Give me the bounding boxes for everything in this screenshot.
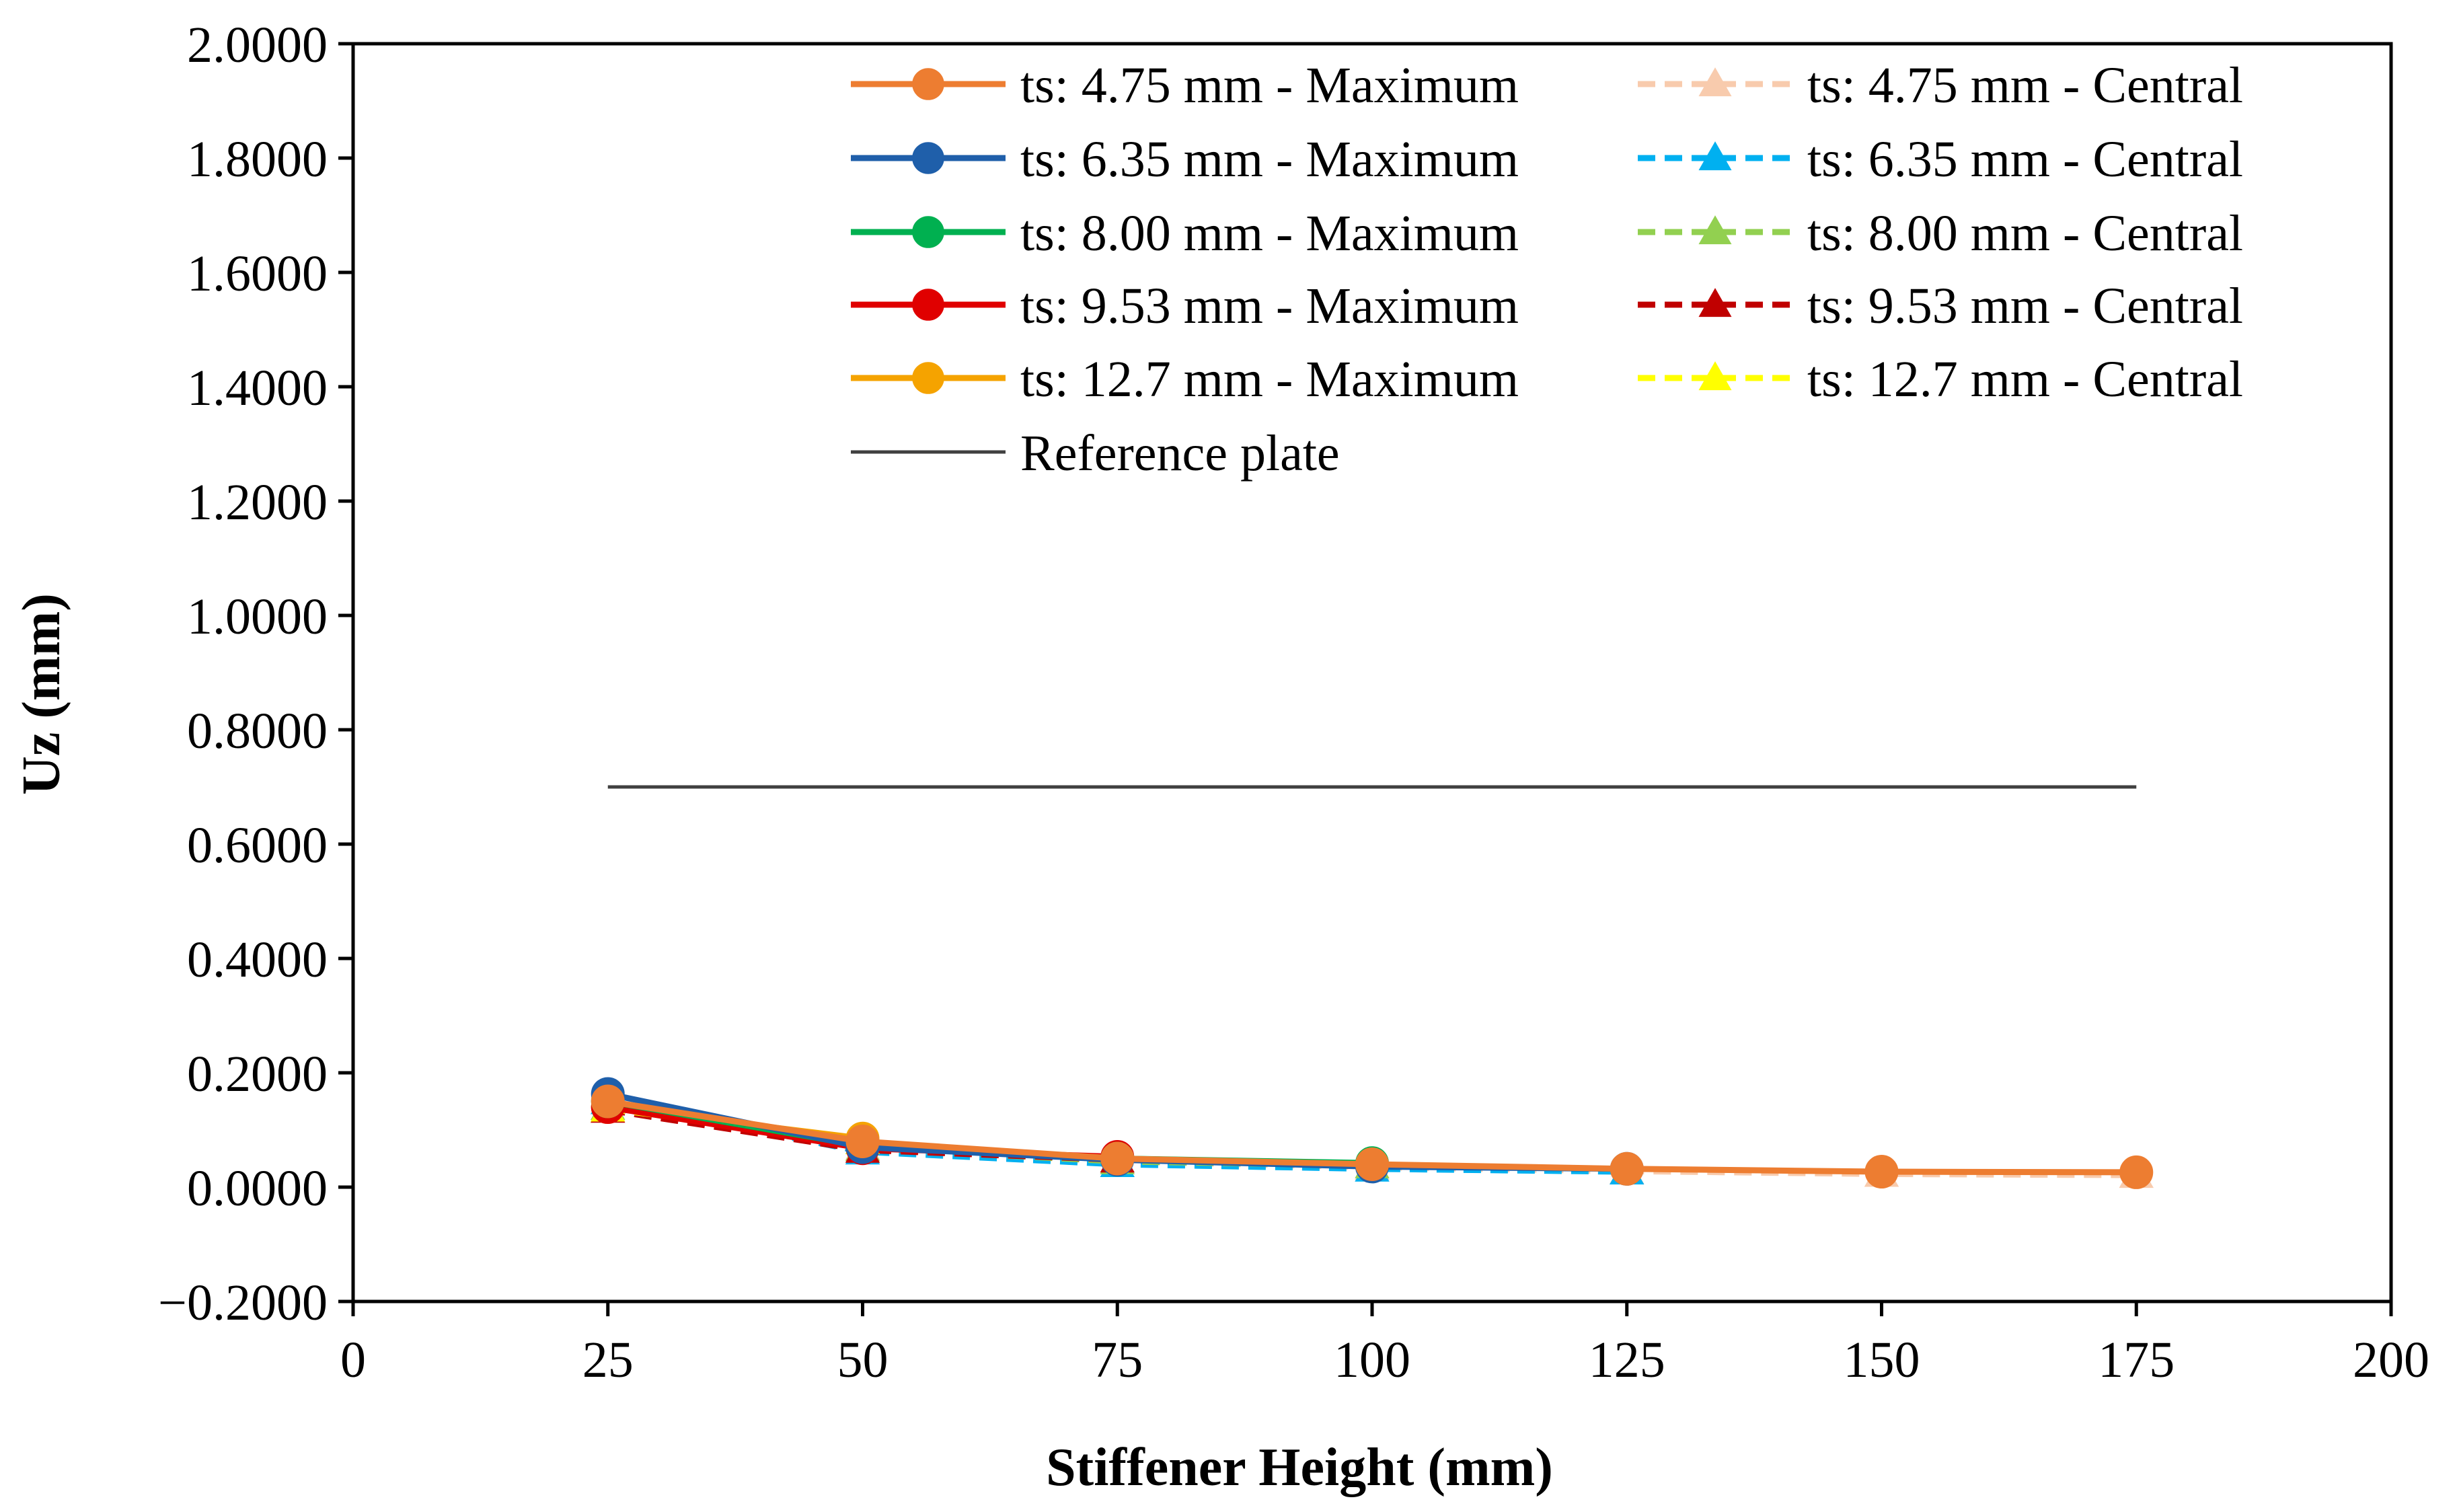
- legend-swatch-marker: [912, 68, 944, 100]
- legend-swatch-marker: [912, 289, 944, 321]
- x-tick-label: 125: [1589, 1332, 1665, 1388]
- legend-swatch-marker: [1698, 141, 1732, 171]
- legend-label: ts: 8.00 mm - Central: [1807, 205, 2243, 262]
- y-tick-label: 0.4000: [187, 932, 328, 988]
- x-tick-label: 50: [837, 1332, 889, 1388]
- y-axis-title: Uz (mm): [12, 593, 71, 795]
- legend-swatch-marker: [1698, 288, 1732, 317]
- legend: ts: 4.75 mm - Maximum ts: 4.75 mm - Centr…: [851, 57, 2243, 482]
- series-ts-4-75-mm-maximum-point: [591, 1084, 625, 1119]
- legend-swatch-marker: [1698, 361, 1732, 391]
- legend-entry-ts-6-35-mm-central: ts: 6.35 mm - Central: [1638, 131, 2243, 188]
- legend-entry-ts-8-00-mm-central: ts: 8.00 mm - Central: [1638, 205, 2243, 262]
- legend-swatch-marker: [1698, 215, 1732, 245]
- x-tick-label: 75: [1092, 1332, 1143, 1388]
- legend-label: ts: 12.7 mm - Maximum: [1020, 351, 1519, 408]
- legend-entry-ts-6-35-mm-maximum: ts: 6.35 mm - Maximum: [851, 131, 1519, 188]
- y-tick-label: 1.4000: [187, 360, 328, 416]
- series-ts-4-75-mm-maximum-point: [1610, 1151, 1644, 1186]
- legend-swatch-marker: [1698, 67, 1732, 97]
- legend-swatch-marker: [912, 142, 944, 174]
- y-tick-label: 1.0000: [187, 589, 328, 645]
- legend-swatch-marker: [912, 362, 944, 394]
- series-ts-4-75-mm-maximum-point: [1100, 1141, 1135, 1176]
- legend-entry-ts-12-7-mm-maximum: ts: 12.7 mm - Maximum: [851, 351, 1519, 408]
- legend-entry-ts-9-53-mm-maximum: ts: 9.53 mm - Maximum: [851, 278, 1519, 334]
- legend-label: ts: 4.75 mm - Central: [1807, 57, 2243, 114]
- legend-label: ts: 8.00 mm - Maximum: [1020, 205, 1519, 262]
- x-tick-label: 200: [2353, 1332, 2429, 1388]
- x-tick-label: 150: [1844, 1332, 1920, 1388]
- legend-entry-ts-9-53-mm-central: ts: 9.53 mm - Central: [1638, 278, 2243, 334]
- series-ts-4-75-mm-maximum-point: [1355, 1147, 1389, 1181]
- legend-label: ts: 6.35 mm - Maximum: [1020, 131, 1519, 188]
- legend-swatch-marker: [912, 216, 944, 248]
- legend-entry-ts-4-75-mm-central: ts: 4.75 mm - Central: [1638, 57, 2243, 114]
- y-tick-label: 2.0000: [187, 17, 328, 73]
- series-ts-4-75-mm-maximum: [591, 1084, 2154, 1189]
- x-tick-label: 175: [2098, 1332, 2175, 1388]
- legend-entry-ts-4-75-mm-maximum: ts: 4.75 mm - Maximum: [851, 57, 1519, 114]
- legend-label: Reference plate: [1020, 425, 1340, 482]
- series-ts-4-75-mm-maximum-point: [1864, 1155, 1899, 1189]
- legend-entry-reference-plate: Reference plate: [851, 425, 1340, 482]
- legend-label: ts: 12.7 mm - Central: [1807, 351, 2243, 408]
- series-ts-4-75-mm-maximum-point: [2119, 1155, 2154, 1189]
- legend-label: ts: 6.35 mm - Central: [1807, 131, 2243, 188]
- x-tick-label: 0: [340, 1332, 366, 1388]
- y-tick-label: 0.6000: [187, 817, 328, 874]
- y-tick-label: 1.8000: [187, 131, 328, 188]
- legend-label: ts: 4.75 mm - Maximum: [1020, 57, 1519, 114]
- y-tick-label: 0.2000: [187, 1046, 328, 1102]
- x-axis-title: Stiffener Height (mm): [1046, 1438, 1553, 1497]
- axes: −0.2000 0.0000 0.2000 0.4000 0.6000 0.8000 1.0…: [158, 17, 2429, 1388]
- legend-label: ts: 9.53 mm - Maximum: [1020, 278, 1519, 334]
- legend-entry-ts-8-00-mm-maximum: ts: 8.00 mm - Maximum: [851, 205, 1519, 262]
- x-tick-label: 25: [582, 1332, 634, 1388]
- y-tick-label: −0.2000: [158, 1275, 328, 1331]
- series-ts-4-75-mm-maximum-point: [845, 1125, 880, 1158]
- legend-entry-ts-12-7-mm-central: ts: 12.7 mm - Central: [1638, 351, 2243, 408]
- y-tick-label: 0.8000: [187, 703, 328, 759]
- y-tick-label: 0.0000: [187, 1160, 328, 1217]
- legend-label: ts: 9.53 mm - Central: [1807, 278, 2243, 334]
- y-tick-label: 1.6000: [187, 245, 328, 302]
- series-layer: [591, 785, 2154, 1189]
- x-tick-label: 100: [1334, 1332, 1410, 1388]
- y-tick-label: 1.2000: [187, 474, 328, 531]
